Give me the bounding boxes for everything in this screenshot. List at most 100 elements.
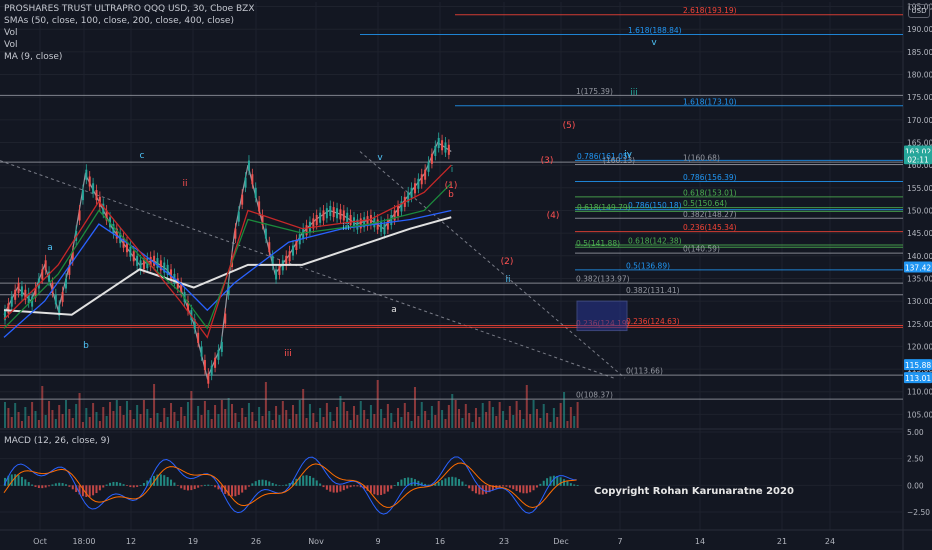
candle-body <box>163 262 166 273</box>
macd-histogram-bar <box>214 485 217 488</box>
volume-bar <box>146 409 149 428</box>
candle-body <box>356 219 359 230</box>
macd-histogram-bar <box>441 480 444 486</box>
volume-bar <box>315 422 318 428</box>
macd-histogram-bar <box>61 483 64 486</box>
volume-bar <box>95 412 98 428</box>
macd-histogram-bar <box>244 485 247 490</box>
macd-histogram-bar <box>549 476 552 486</box>
volume-bar <box>397 408 400 428</box>
price-badge <box>904 372 932 384</box>
volume-bar <box>241 408 244 428</box>
candle-body <box>10 296 13 307</box>
volume-bar <box>37 420 40 428</box>
volume-bar <box>302 389 305 428</box>
candle-body <box>4 310 6 321</box>
volume-bar <box>34 411 37 428</box>
price-tick-label: 125.00 <box>907 320 932 329</box>
currency-button[interactable]: USD <box>908 4 930 18</box>
macd-histogram-bar <box>88 485 91 497</box>
volume-bar <box>129 410 132 428</box>
volume-bar <box>112 411 115 428</box>
volume-indicator-label[interactable]: Vol <box>4 28 18 38</box>
macd-histogram-bar <box>237 485 240 495</box>
candle-body <box>115 228 118 239</box>
volume-bar <box>102 407 105 428</box>
wave-label: iii <box>284 349 292 359</box>
volume-bar <box>508 406 511 428</box>
time-tick-label: 7 <box>617 537 622 546</box>
fib-level-label: 1(160.68) <box>683 154 720 163</box>
candle-body <box>41 269 44 280</box>
macd-histogram-bar <box>359 485 362 488</box>
volume-bar <box>58 405 61 428</box>
macd-histogram-bar <box>535 485 538 488</box>
macd-histogram-bar <box>505 485 508 487</box>
time-tick-label: 18:00 <box>72 537 95 546</box>
macd-signal-line <box>3 462 577 509</box>
macd-histogram-bar <box>542 480 545 486</box>
volume-bar <box>576 402 579 428</box>
volume-bar <box>132 419 135 428</box>
volume-bar <box>295 414 298 428</box>
candle-body <box>413 183 416 194</box>
macd-histogram-bar <box>451 476 454 486</box>
macd-histogram-bar <box>68 485 71 487</box>
macd-histogram-bar <box>366 485 369 491</box>
volume-bar <box>495 416 498 428</box>
candle-body <box>407 192 410 203</box>
volume-bar <box>339 396 342 428</box>
wave-label: a <box>47 243 53 253</box>
volume-bar <box>329 412 332 428</box>
macd-histogram-bar <box>95 485 98 494</box>
volume-bar <box>190 391 193 428</box>
macd-histogram-bar <box>20 476 23 486</box>
candle-body <box>417 178 420 189</box>
candle-body <box>386 219 389 230</box>
volume-bar <box>122 415 125 428</box>
candle-body <box>34 287 37 298</box>
macd-histogram-bar <box>159 474 162 486</box>
candle-body <box>339 209 342 220</box>
wave-label: iii <box>342 223 350 233</box>
macd-histogram-bar <box>566 481 569 486</box>
macd-histogram-bar <box>319 483 322 486</box>
candle-body <box>447 144 450 155</box>
volume-bar <box>231 404 234 428</box>
fib-level-label: 0.236(145.34) <box>683 223 737 232</box>
candle-body <box>444 142 447 153</box>
volume-indicator-label-2[interactable]: Vol <box>4 40 18 50</box>
volume-bar <box>481 403 484 428</box>
macd-histogram-bar <box>312 477 315 486</box>
wave-label: (2) <box>501 257 514 267</box>
macd-histogram-bar <box>146 480 149 486</box>
volume-bar <box>48 401 51 428</box>
macd-histogram-bar <box>210 485 213 486</box>
macd-legend[interactable]: MACD (12, 26, close, 9) <box>4 436 110 446</box>
candle-body <box>400 201 403 212</box>
volume-bar <box>31 402 34 428</box>
fib-level-label: 2.618(193.19) <box>683 6 737 15</box>
fib-level-label: 0.5(136.89) <box>626 261 670 270</box>
candle-body <box>366 216 369 227</box>
price-tick-label: 145.00 <box>907 229 932 238</box>
volume-bar <box>424 411 427 428</box>
macd-tick-label: 5.00 <box>907 428 924 437</box>
sma-indicator-label[interactable]: SMAs (50, close, 100, close, 200, close,… <box>4 16 234 26</box>
volume-bar <box>444 419 447 428</box>
volume-bar <box>142 400 145 428</box>
macd-histogram-bar <box>132 485 135 488</box>
candle-body <box>136 255 139 266</box>
candle-body <box>224 313 227 324</box>
price-tick-label: 160.00 <box>907 161 932 170</box>
macd-histogram-bar <box>488 485 491 493</box>
volume-bar <box>251 412 254 428</box>
macd-histogram-bar <box>48 485 51 487</box>
volume-bar <box>244 417 247 428</box>
fib-level-label: 0.5(141.88) <box>576 239 620 248</box>
ma-indicator-label[interactable]: MA (9, close) <box>4 52 63 62</box>
volume-bar <box>288 419 291 428</box>
candle-body <box>227 285 230 296</box>
macd-histogram-bar <box>512 485 515 490</box>
